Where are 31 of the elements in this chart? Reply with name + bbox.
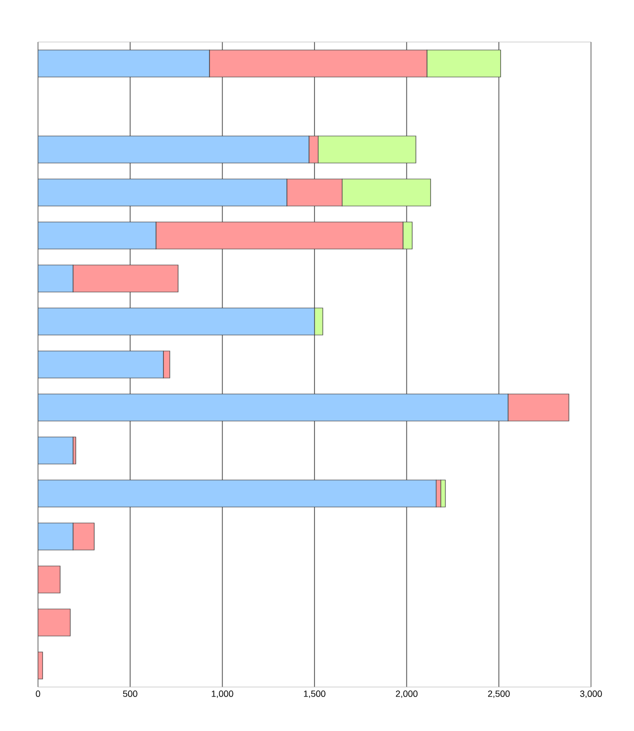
bar [318, 136, 416, 164]
x-tick-label: 1,500 [304, 690, 326, 698]
bar [38, 308, 315, 336]
bar [38, 608, 71, 636]
bar [38, 566, 60, 594]
bar [38, 50, 210, 78]
bar [38, 480, 436, 508]
bar [314, 308, 324, 336]
x-tick-label: 2,000 [396, 690, 418, 698]
bar [342, 178, 431, 206]
x-tick-label: 2,500 [488, 690, 510, 698]
bar [72, 522, 95, 550]
x-tick-label: 0 [36, 690, 40, 697]
bar [286, 178, 342, 206]
x-tick-label: 500 [123, 690, 138, 697]
x-tick-label: 1,000 [212, 690, 234, 698]
bar [156, 222, 404, 250]
bar [38, 222, 156, 250]
bar [38, 264, 74, 292]
bar [38, 436, 74, 464]
bar [209, 50, 428, 78]
bar [38, 136, 310, 164]
bar [38, 522, 74, 550]
bar [38, 350, 164, 378]
bar [38, 394, 508, 422]
bar [402, 222, 412, 250]
bar [38, 178, 288, 206]
bar [163, 350, 170, 378]
bar [72, 264, 178, 292]
x-tick-label: 3,000 [580, 690, 602, 698]
bar [508, 394, 570, 422]
